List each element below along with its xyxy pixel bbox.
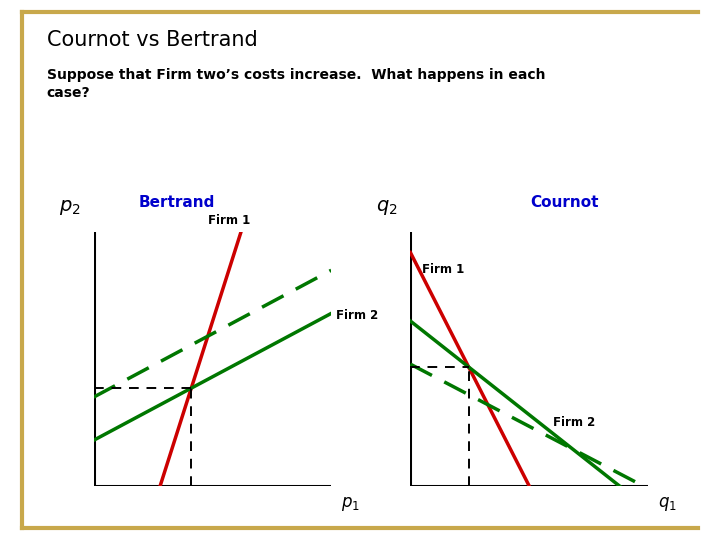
Text: $q_1$: $q_1$: [657, 495, 676, 513]
Text: Firm 1: Firm 1: [422, 262, 464, 275]
Text: Firm 2: Firm 2: [553, 416, 595, 429]
Text: Bertrand: Bertrand: [138, 195, 215, 210]
Text: Firm 1: Firm 1: [208, 214, 250, 227]
Text: $p_1$: $p_1$: [341, 495, 360, 513]
Text: $p_2$: $p_2$: [59, 198, 81, 217]
Text: Firm 2: Firm 2: [336, 309, 378, 322]
Text: $q_2$: $q_2$: [376, 198, 397, 217]
Text: Cournot: Cournot: [531, 195, 599, 210]
Text: Cournot vs Bertrand: Cournot vs Bertrand: [47, 30, 258, 50]
Text: Suppose that Firm two’s costs increase.  What happens in each
case?: Suppose that Firm two’s costs increase. …: [47, 68, 545, 100]
